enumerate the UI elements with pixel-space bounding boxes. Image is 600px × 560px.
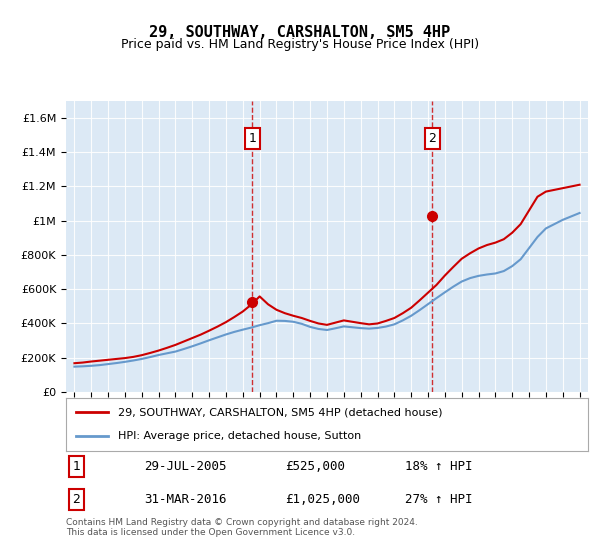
Text: Contains HM Land Registry data © Crown copyright and database right 2024.
This d: Contains HM Land Registry data © Crown c…	[66, 518, 418, 538]
Text: 29, SOUTHWAY, CARSHALTON, SM5 4HP: 29, SOUTHWAY, CARSHALTON, SM5 4HP	[149, 25, 451, 40]
Text: 2: 2	[73, 493, 80, 506]
Text: 1: 1	[73, 460, 80, 473]
Text: 27% ↑ HPI: 27% ↑ HPI	[406, 493, 473, 506]
Text: 2: 2	[428, 132, 436, 145]
Text: 31-MAR-2016: 31-MAR-2016	[145, 493, 227, 506]
Text: Price paid vs. HM Land Registry's House Price Index (HPI): Price paid vs. HM Land Registry's House …	[121, 38, 479, 51]
Text: £525,000: £525,000	[285, 460, 345, 473]
Text: HPI: Average price, detached house, Sutton: HPI: Average price, detached house, Sutt…	[118, 431, 361, 441]
Text: 29, SOUTHWAY, CARSHALTON, SM5 4HP (detached house): 29, SOUTHWAY, CARSHALTON, SM5 4HP (detac…	[118, 408, 443, 418]
Text: 1: 1	[248, 132, 256, 145]
Text: 29-JUL-2005: 29-JUL-2005	[145, 460, 227, 473]
Text: £1,025,000: £1,025,000	[285, 493, 360, 506]
Text: 18% ↑ HPI: 18% ↑ HPI	[406, 460, 473, 473]
